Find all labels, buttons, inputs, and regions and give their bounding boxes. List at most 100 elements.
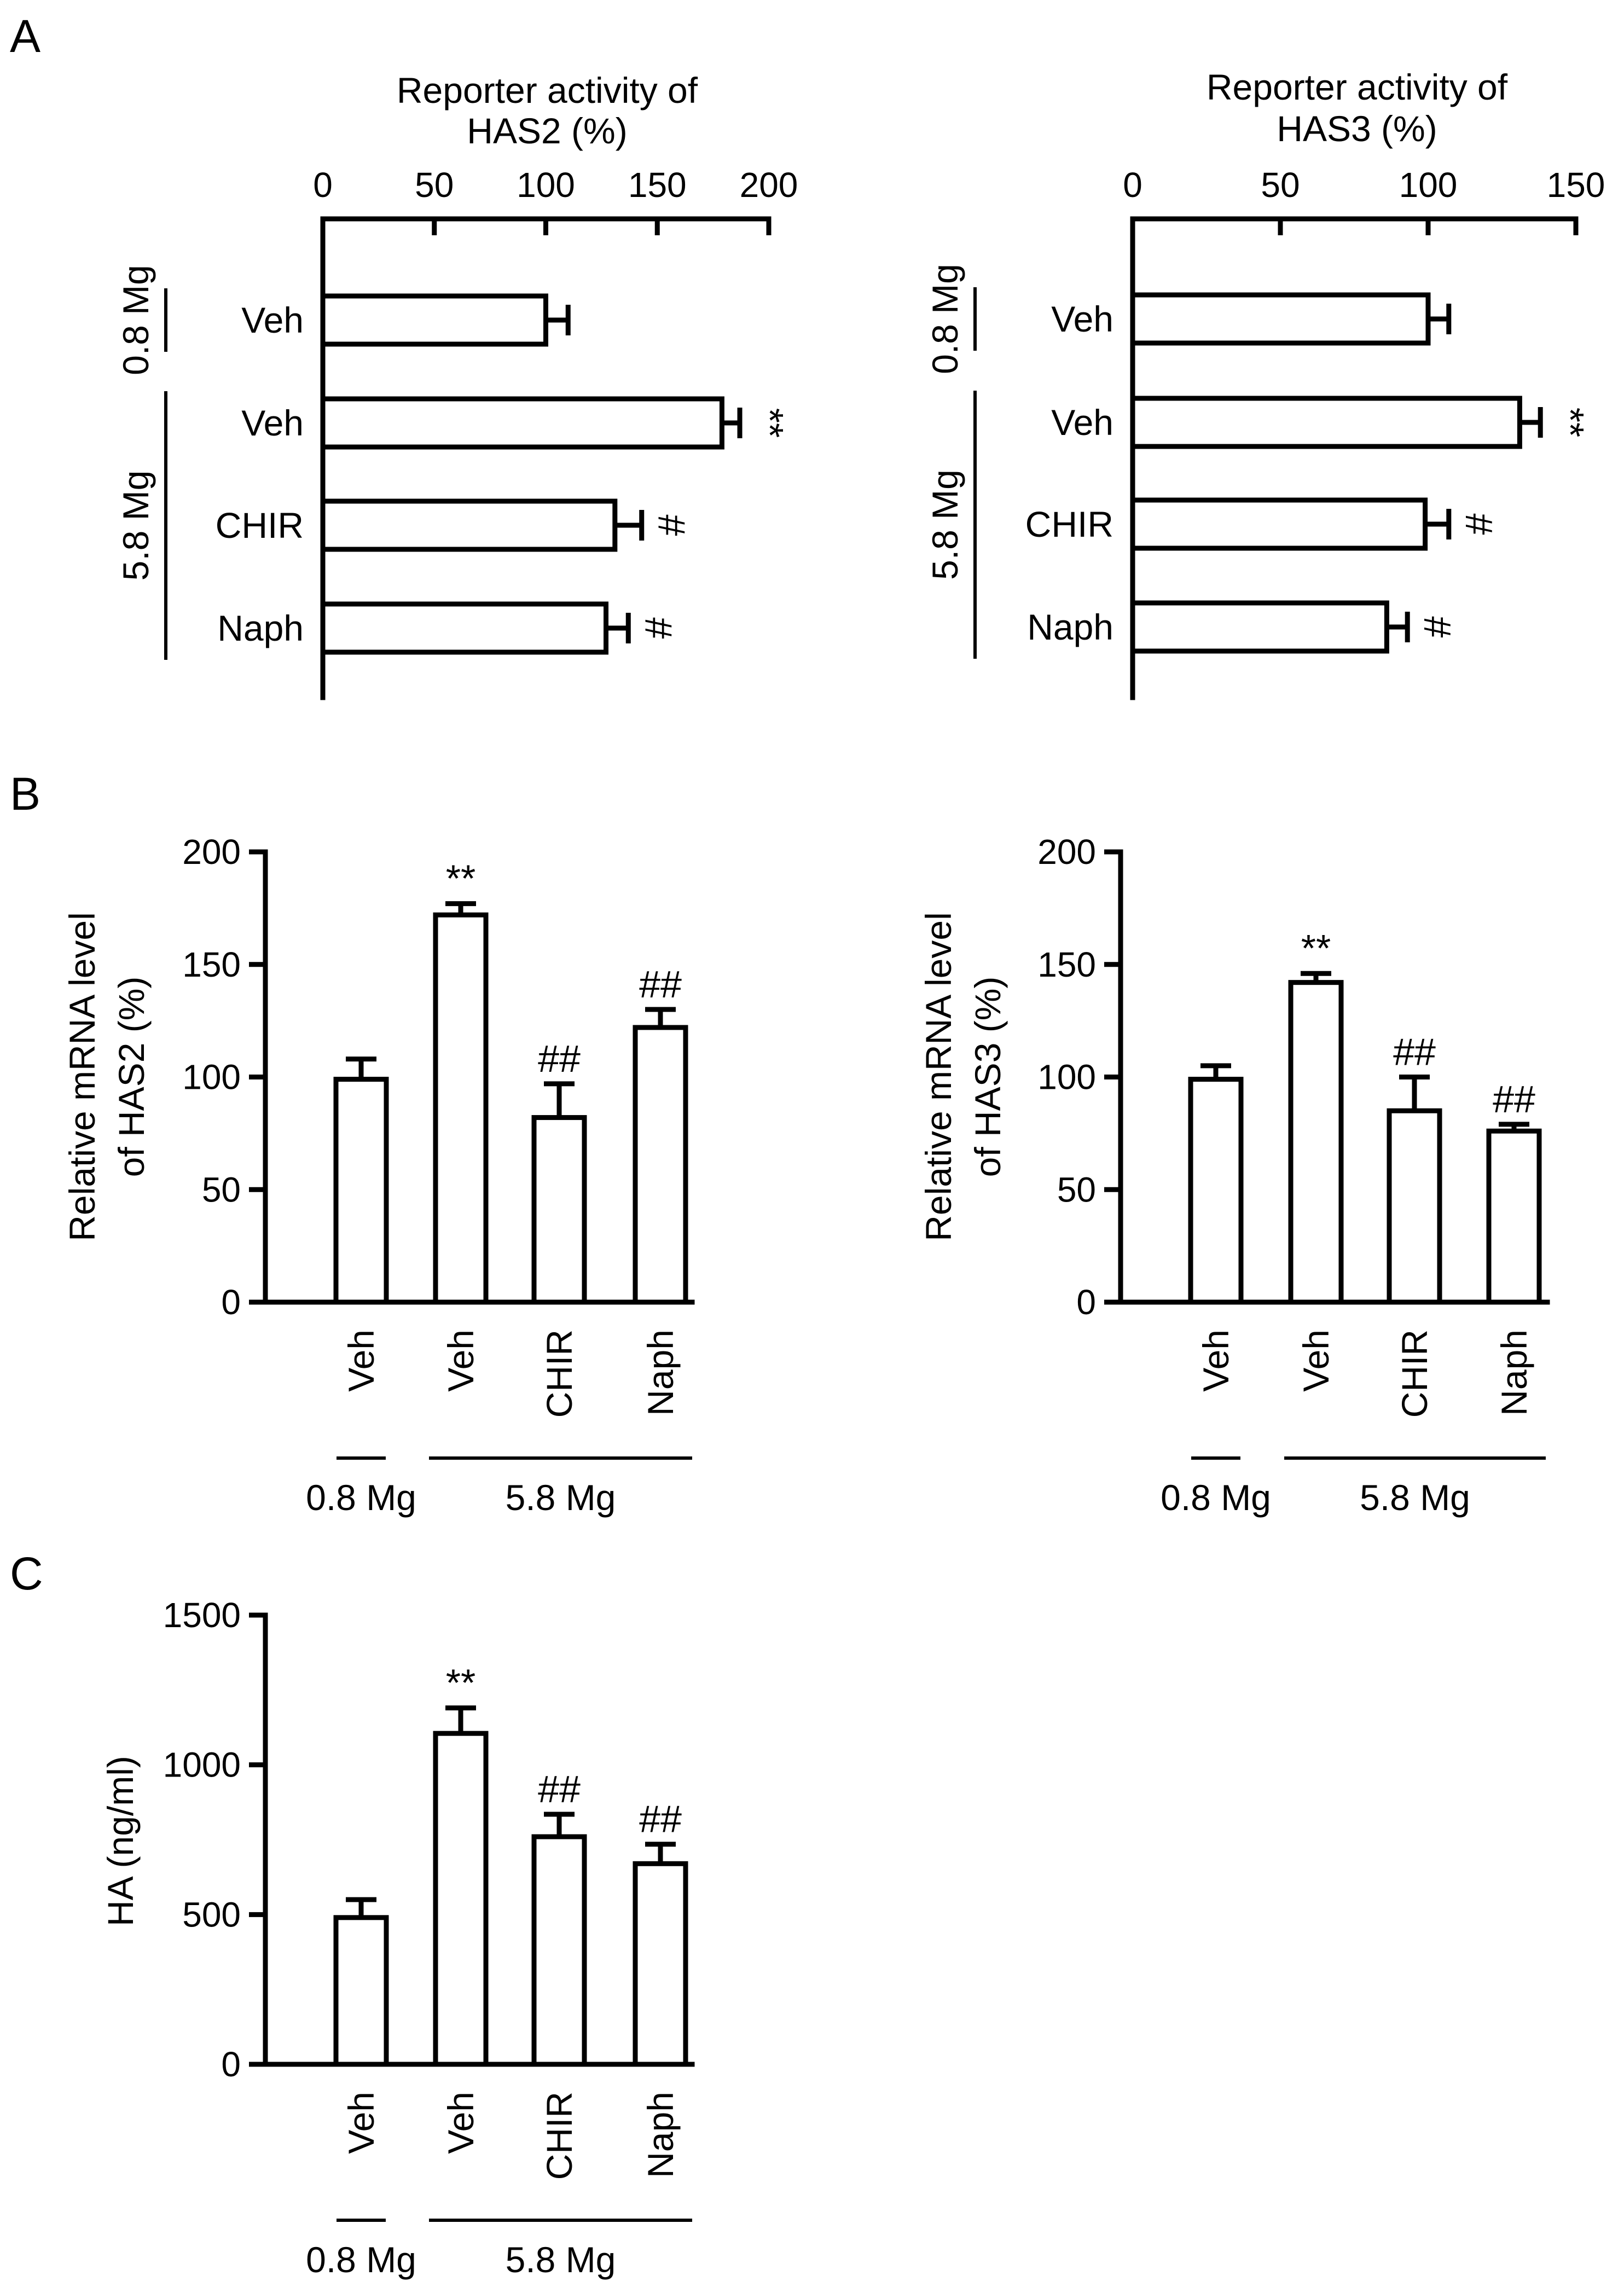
bar [433,1731,489,2067]
category-label: CHIR [539,2092,579,2180]
group-label: 0.8 Mg [115,265,156,375]
bar [333,1077,389,1305]
x-tick-label: 150 [628,165,687,205]
category-label: Veh [341,2092,381,2154]
category-label: Veh [241,403,304,443]
chart-title-line: Reporter activity of [1207,67,1508,107]
bar [320,498,618,552]
significance-marker: ** [446,1662,475,1704]
x-tick-label: 50 [415,165,454,205]
y-tick-label: 200 [182,832,241,872]
bar [531,1115,587,1305]
x-tick-label: 200 [740,165,798,205]
y-tick-label: 150 [182,945,241,984]
group-label: 5.8 Mg [506,1477,616,1518]
y-axis-label-line: of HAS2 (%) [111,977,152,1177]
category-label: Naph [1494,1330,1534,1416]
y-axis-label-line: of HAS3 (%) [967,977,1008,1177]
bar [320,293,548,347]
category-label: CHIR [1394,1330,1435,1418]
panel-label-c: C [10,1548,43,1599]
group-label: 5.8 Mg [1360,1477,1470,1518]
x-tick-label: 0 [1123,165,1142,205]
x-tick-label: 0 [313,165,333,205]
category-label: Naph [1027,607,1113,647]
bar [1130,600,1389,654]
bar [1486,1128,1542,1305]
chart-b-has2-mrna: 0 50 100 150 200 Relative mRNA level of HAS2 (… [62,832,695,1518]
bar [633,1861,688,2067]
significance-marker: ** [1549,408,1592,437]
group-label: 0.8 Mg [306,2239,416,2280]
category-label: CHIR [1025,504,1113,544]
y-axis-label-line: Relative mRNA level [918,912,959,1241]
bar [1130,497,1428,551]
significance-marker: ## [1393,1031,1436,1073]
category-label: Veh [1196,1330,1236,1392]
category-label: Veh [241,300,304,340]
y-tick-label: 0 [1076,1282,1096,1322]
group-label: 0.8 Mg [306,1477,416,1518]
bar [1387,1108,1442,1305]
category-label: Naph [640,1330,681,1416]
significance-marker: # [1416,617,1459,638]
y-axis-label: HA (ng/ml) [100,1756,141,1926]
category-label: Veh [1051,299,1113,339]
y-tick-label: 0 [221,1282,241,1322]
panel-label-b: B [10,768,40,820]
y-tick-label: 150 [1037,945,1096,984]
y-tick-label: 0 [221,2045,241,2084]
y-axis-label-line: Relative mRNA level [62,912,102,1241]
bar [633,1025,688,1305]
significance-marker: ## [538,1768,581,1810]
significance-marker: ** [446,857,475,900]
y-tick-label: 50 [202,1170,241,1209]
significance-marker: # [637,618,680,639]
y-tick-label: 50 [1057,1170,1096,1209]
y-tick-label: 200 [1037,832,1096,872]
category-label: Veh [1296,1330,1336,1392]
panel-label-a: A [10,10,40,62]
category-label: CHIR [539,1330,579,1418]
bar [433,912,489,1305]
x-tick-label: 100 [1399,165,1458,205]
significance-marker: ## [538,1037,581,1080]
category-label: Veh [1051,402,1113,443]
chart-title-line: Reporter activity of [397,70,698,111]
chart-b-has3-mrna: 0 50 100 150 200 Relative mRNA level of HAS3 (… [918,832,1550,1518]
significance-marker: ** [749,408,791,438]
bar [320,601,609,655]
group-label: 0.8 Mg [925,264,965,374]
chart-c-ha: 0 500 1000 1500 HA (ng/ml) Veh Veh ** CHIR ## Naph… [100,1595,695,2280]
bar [320,396,724,450]
significance-marker: ## [1493,1078,1535,1121]
significance-marker: # [1458,514,1500,535]
category-label: Veh [341,1330,381,1392]
chart-title-line: HAS2 (%) [467,111,627,151]
chart-title-line: HAS3 (%) [1277,108,1437,149]
group-label: 5.8 Mg [925,469,965,580]
y-tick-label: 500 [182,1895,241,1934]
group-label: 5.8 Mg [506,2239,616,2280]
group-label: 0.8 Mg [1161,1477,1271,1518]
y-tick-label: 1000 [163,1745,241,1785]
category-label: Naph [640,2092,681,2178]
bar [333,1915,389,2067]
bar [1288,980,1344,1305]
significance-marker: ## [639,963,682,1006]
bar [1130,292,1431,346]
category-label: CHIR [216,505,304,545]
x-tick-label: 50 [1261,165,1300,205]
significance-marker: # [651,515,693,536]
significance-marker: ** [1301,927,1331,970]
y-tick-label: 100 [1037,1058,1096,1097]
significance-marker: ## [639,1798,682,1841]
bar [531,1834,587,2067]
x-tick-label: 100 [517,165,575,205]
category-label: Veh [440,2092,481,2154]
y-tick-label: 1500 [163,1595,241,1635]
category-label: Veh [440,1330,481,1392]
category-label: Naph [217,608,304,648]
